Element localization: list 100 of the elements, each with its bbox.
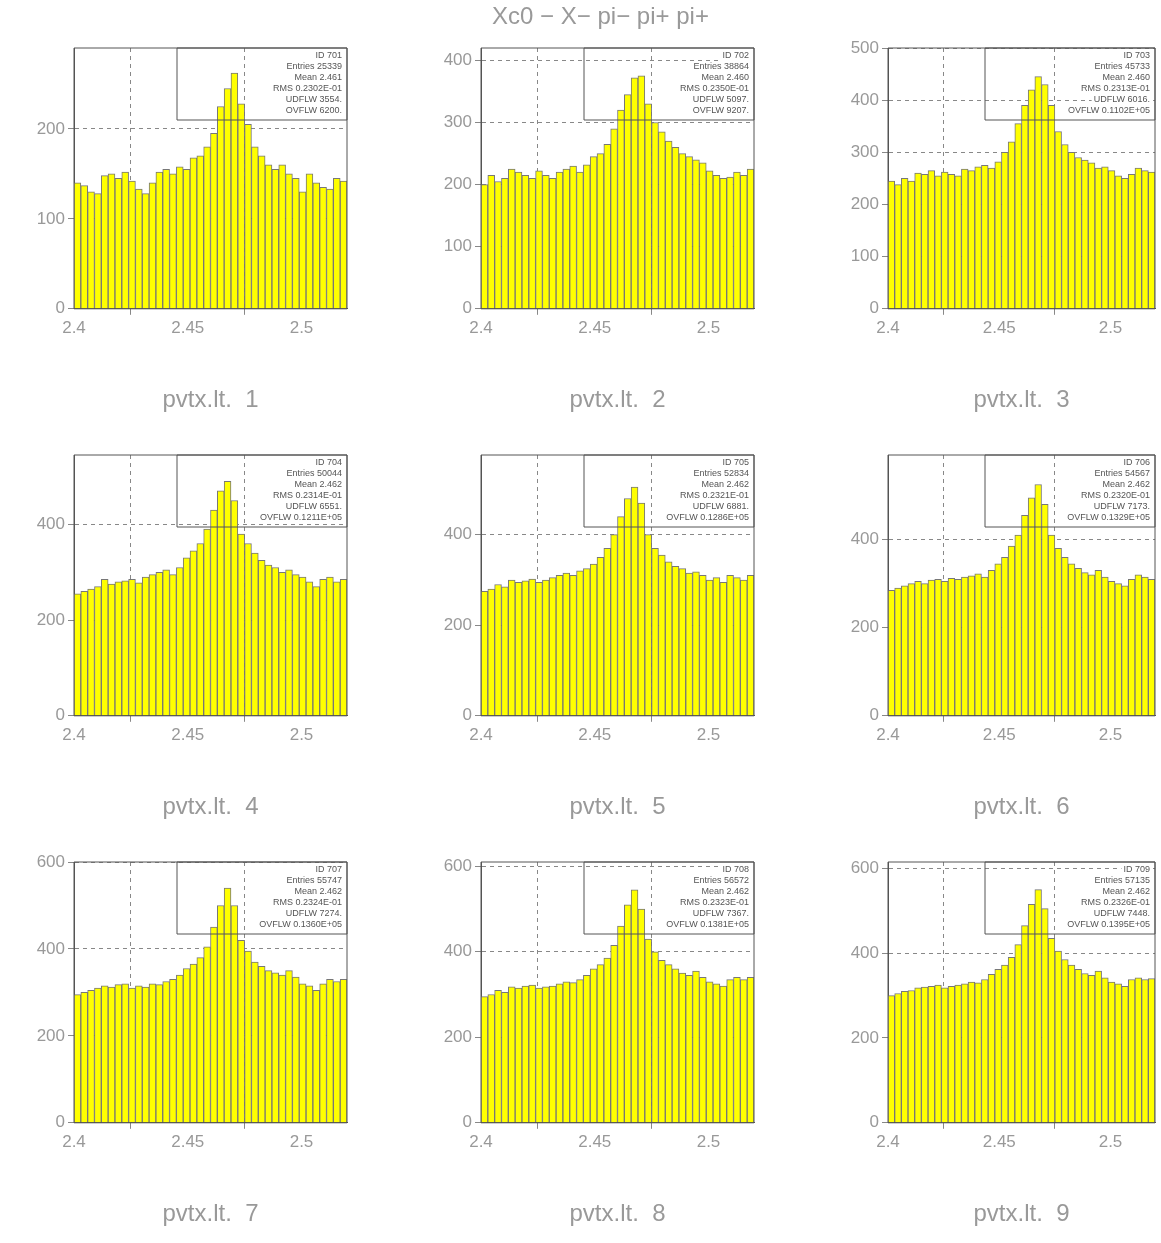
annotation: RMS 0.2320E-01 (1080, 490, 1150, 501)
y-tick-label: 0 (55, 705, 65, 725)
x-axis-title: pvtx.lt. 7 (162, 1199, 259, 1227)
x-tick-label: 2.4 (469, 724, 493, 744)
y-tick-label: 200 (850, 617, 879, 637)
x-axis-title: pvtx.lt. 3 (973, 385, 1070, 413)
annotation: RMS 0.2321E-01 (679, 490, 749, 501)
y-tick-label: 0 (462, 1112, 472, 1132)
x-axis-title: pvtx.lt. 4 (162, 792, 259, 820)
y-tick-label: 200 (443, 1026, 472, 1046)
annotation: RMS 0.2323E-01 (679, 897, 749, 908)
x-axis-title: pvtx.lt. 2 (569, 385, 666, 413)
annotation: ID 703 (1123, 50, 1150, 61)
y-tick-label: 0 (462, 298, 472, 318)
x-tick-label: 2.4 (62, 724, 86, 744)
y-tick-label: 400 (850, 942, 879, 962)
y-tick-label: 0 (55, 298, 65, 318)
annotation: Mean 2.460 (1102, 72, 1150, 83)
annotation: Entries 50044 (286, 468, 342, 479)
y-tick-label: 400 (443, 50, 472, 70)
x-tick-label: 2.5 (1098, 1131, 1123, 1151)
y-tick-label: 0 (55, 1112, 65, 1132)
y-tick-label: 200 (443, 174, 472, 194)
x-tick-label: 2.45 (982, 724, 1016, 744)
y-tick-label: 400 (850, 89, 879, 109)
x-tick-label: 2.5 (696, 1131, 721, 1151)
annotation: Mean 2.462 (701, 479, 749, 490)
annotation: RMS 0.2324E-01 (272, 897, 342, 908)
annotation: RMS 0.2314E-01 (272, 490, 342, 501)
annotation: Mean 2.462 (1102, 479, 1150, 490)
y-tick-label: 400 (443, 524, 472, 544)
annotation: Mean 2.462 (294, 479, 342, 490)
y-tick-label: 0 (869, 705, 879, 725)
y-tick-label: 400 (36, 514, 65, 534)
y-tick-label: 600 (443, 855, 472, 875)
annotation: UDFLW 7274. (285, 908, 342, 919)
annotation: OVFLW 0.1360E+05 (259, 919, 342, 930)
x-tick-label: 2.45 (171, 1131, 205, 1151)
x-tick-label: 2.5 (289, 1131, 314, 1151)
y-tick-label: 500 (850, 37, 879, 57)
annotation: RMS 0.2326E-01 (1080, 897, 1150, 908)
x-tick-label: 2.4 (876, 724, 900, 744)
annotation: OVFLW 6200. (285, 105, 342, 116)
x-tick-label: 2.45 (982, 317, 1016, 337)
annotation: Entries 52834 (693, 468, 749, 479)
y-tick-label: 300 (443, 112, 472, 132)
x-axis-title: pvtx.lt. 1 (162, 385, 259, 413)
y-tick-label: 400 (36, 938, 65, 958)
annotation: RMS 0.2302E-01 (272, 83, 342, 94)
annotation: Mean 2.462 (1102, 886, 1150, 897)
x-tick-label: 2.45 (578, 724, 612, 744)
x-tick-label: 2.5 (1098, 317, 1123, 337)
annotation: Entries 55747 (286, 875, 342, 886)
annotation: ID 705 (722, 457, 749, 468)
x-tick-label: 2.5 (696, 724, 721, 744)
annotation: Mean 2.460 (701, 72, 749, 83)
x-tick-label: 2.45 (578, 317, 612, 337)
y-tick-label: 200 (36, 118, 65, 138)
annotation: Mean 2.462 (294, 886, 342, 897)
x-tick-label: 2.5 (289, 724, 314, 744)
annotation: ID 707 (315, 864, 342, 875)
x-tick-label: 2.4 (62, 1131, 86, 1151)
annotation: Entries 25339 (286, 61, 342, 72)
annotation: ID 702 (722, 50, 749, 61)
annotation: OVFLW 0.1102E+05 (1068, 105, 1150, 116)
x-tick-label: 2.45 (982, 1131, 1016, 1151)
annotation: ID 709 (1123, 864, 1150, 875)
y-tick-label: 400 (850, 529, 879, 549)
annotation: Entries 54567 (1094, 468, 1150, 479)
x-tick-label: 2.4 (469, 317, 493, 337)
annotation: OVFLW 9207. (692, 105, 749, 116)
annotation: ID 704 (315, 457, 342, 468)
chart-title: Xc0 − X− pi− pi+ pi+ (491, 2, 710, 30)
annotation: OVFLW 0.1286E+05 (666, 512, 749, 523)
annotation: Entries 56572 (693, 875, 749, 886)
annotation: Entries 57135 (1094, 875, 1150, 886)
annotation: UDFLW 6551. (285, 501, 342, 512)
x-tick-label: 2.4 (62, 317, 86, 337)
x-tick-label: 2.45 (578, 1131, 612, 1151)
y-tick-label: 200 (36, 609, 65, 629)
x-tick-label: 2.4 (876, 1131, 900, 1151)
y-tick-label: 200 (850, 1027, 879, 1047)
annotation: OVFLW 0.1381E+05 (666, 919, 749, 930)
y-tick-label: 600 (36, 851, 65, 871)
annotation: UDFLW 6881. (692, 501, 749, 512)
annotation: UDFLW 5097. (692, 94, 749, 105)
x-tick-label: 2.5 (1098, 724, 1123, 744)
y-tick-label: 100 (36, 208, 65, 228)
annotation: Mean 2.462 (701, 886, 749, 897)
y-tick-label: 200 (36, 1025, 65, 1045)
x-axis-title: pvtx.lt. 8 (569, 1199, 666, 1227)
y-tick-label: 0 (462, 705, 472, 725)
y-tick-label: 200 (850, 194, 879, 214)
annotation: Entries 45733 (1094, 61, 1150, 72)
y-tick-label: 100 (850, 246, 879, 266)
annotation: ID 706 (1123, 457, 1150, 468)
y-tick-label: 400 (443, 941, 472, 961)
annotation: RMS 0.2313E-01 (1080, 83, 1150, 94)
annotation: Entries 38864 (693, 61, 749, 72)
annotation: UDFLW 6016. (1093, 94, 1150, 105)
